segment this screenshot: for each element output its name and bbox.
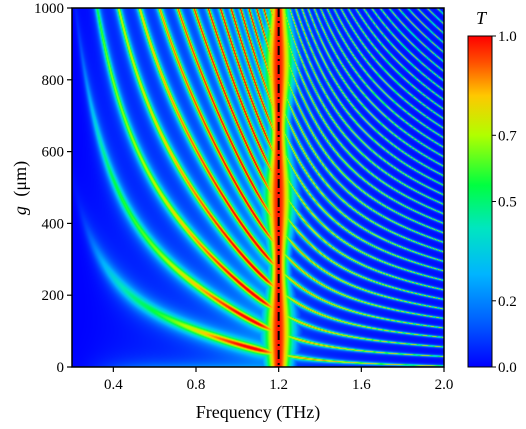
- heatmap-plot-area: [72, 8, 444, 367]
- y-tick-label: 1000: [34, 1, 64, 17]
- y-tick-label: 400: [42, 216, 65, 232]
- x-axis-title: Frequency (THz): [196, 402, 320, 423]
- colorbar-tick-label: 0.0: [498, 360, 517, 376]
- plot-frame: [71, 7, 445, 368]
- x-tick-label: 1.2: [269, 377, 288, 393]
- colorbar-ticks: 0.0 0.2 0.5 0.7 1.0: [492, 29, 517, 376]
- colorbar-title: T: [476, 8, 488, 28]
- y-axis-title-symbol: g: [10, 206, 30, 215]
- y-axis-title-unit: (μm): [10, 161, 31, 197]
- colorbar: [467, 35, 493, 368]
- y-axis-title: g (μm): [10, 161, 31, 215]
- colorbar-tick-label: 0.5: [498, 195, 517, 211]
- heatmap-canvas: [72, 8, 444, 367]
- x-tick-label: 2.0: [435, 377, 454, 393]
- x-tick-label: 1.6: [352, 377, 371, 393]
- y-tick-label: 600: [42, 145, 65, 161]
- x-tick-label: 0.4: [104, 377, 123, 393]
- x-tick-label: 0.8: [187, 377, 206, 393]
- colorbar-tick-label: 0.7: [498, 128, 517, 144]
- y-tick-label: 0: [57, 360, 65, 376]
- colorbar-tick-label: 1.0: [498, 29, 517, 45]
- svg-text:g (μm): g (μm): [10, 161, 31, 215]
- colorbar-tick-label: 0.2: [498, 294, 517, 310]
- x-axis-ticks: 0.4 0.8 1.2 1.6 2.0: [104, 367, 453, 393]
- y-axis-ticks: 0 200 400 600 800 1000: [34, 1, 72, 376]
- y-tick-label: 800: [42, 73, 65, 89]
- y-tick-label: 200: [42, 288, 65, 304]
